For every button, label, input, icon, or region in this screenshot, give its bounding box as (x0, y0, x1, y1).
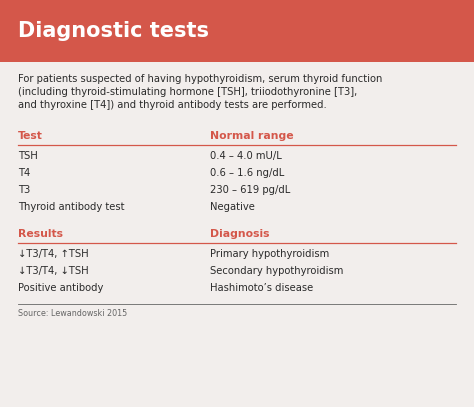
Text: Test: Test (18, 131, 43, 141)
Text: Normal range: Normal range (210, 131, 293, 141)
Text: 230 – 619 pg/dL: 230 – 619 pg/dL (210, 185, 290, 195)
Text: Thyroid antibody test: Thyroid antibody test (18, 202, 125, 212)
Text: and thyroxine [T4]) and thyroid antibody tests are performed.: and thyroxine [T4]) and thyroid antibody… (18, 100, 327, 110)
Text: For patients suspected of having hypothyroidism, serum thyroid function: For patients suspected of having hypothy… (18, 74, 383, 84)
Text: Results: Results (18, 229, 63, 239)
Text: 0.4 – 4.0 mU/L: 0.4 – 4.0 mU/L (210, 151, 282, 161)
Text: Primary hypothyroidism: Primary hypothyroidism (210, 249, 329, 259)
Text: Source: Lewandowski 2015: Source: Lewandowski 2015 (18, 309, 127, 318)
Text: (including thyroid-stimulating hormone [TSH], triiodothyronine [T3],: (including thyroid-stimulating hormone [… (18, 87, 357, 97)
Text: ↓T3/T4, ↑TSH: ↓T3/T4, ↑TSH (18, 249, 89, 259)
Text: T4: T4 (18, 168, 30, 178)
Bar (0, 0, 474, 62)
Text: Positive antibody: Positive antibody (18, 283, 103, 293)
Text: Hashimoto’s disease: Hashimoto’s disease (210, 283, 313, 293)
Text: ↓T3/T4, ↓TSH: ↓T3/T4, ↓TSH (18, 266, 89, 276)
Text: TSH: TSH (18, 151, 38, 161)
Text: Negative: Negative (210, 202, 255, 212)
Text: Diagnosis: Diagnosis (210, 229, 270, 239)
Text: 0.6 – 1.6 ng/dL: 0.6 – 1.6 ng/dL (210, 168, 284, 178)
Text: T3: T3 (18, 185, 30, 195)
Text: Secondary hypothyroidism: Secondary hypothyroidism (210, 266, 343, 276)
Text: Diagnostic tests: Diagnostic tests (18, 21, 209, 41)
